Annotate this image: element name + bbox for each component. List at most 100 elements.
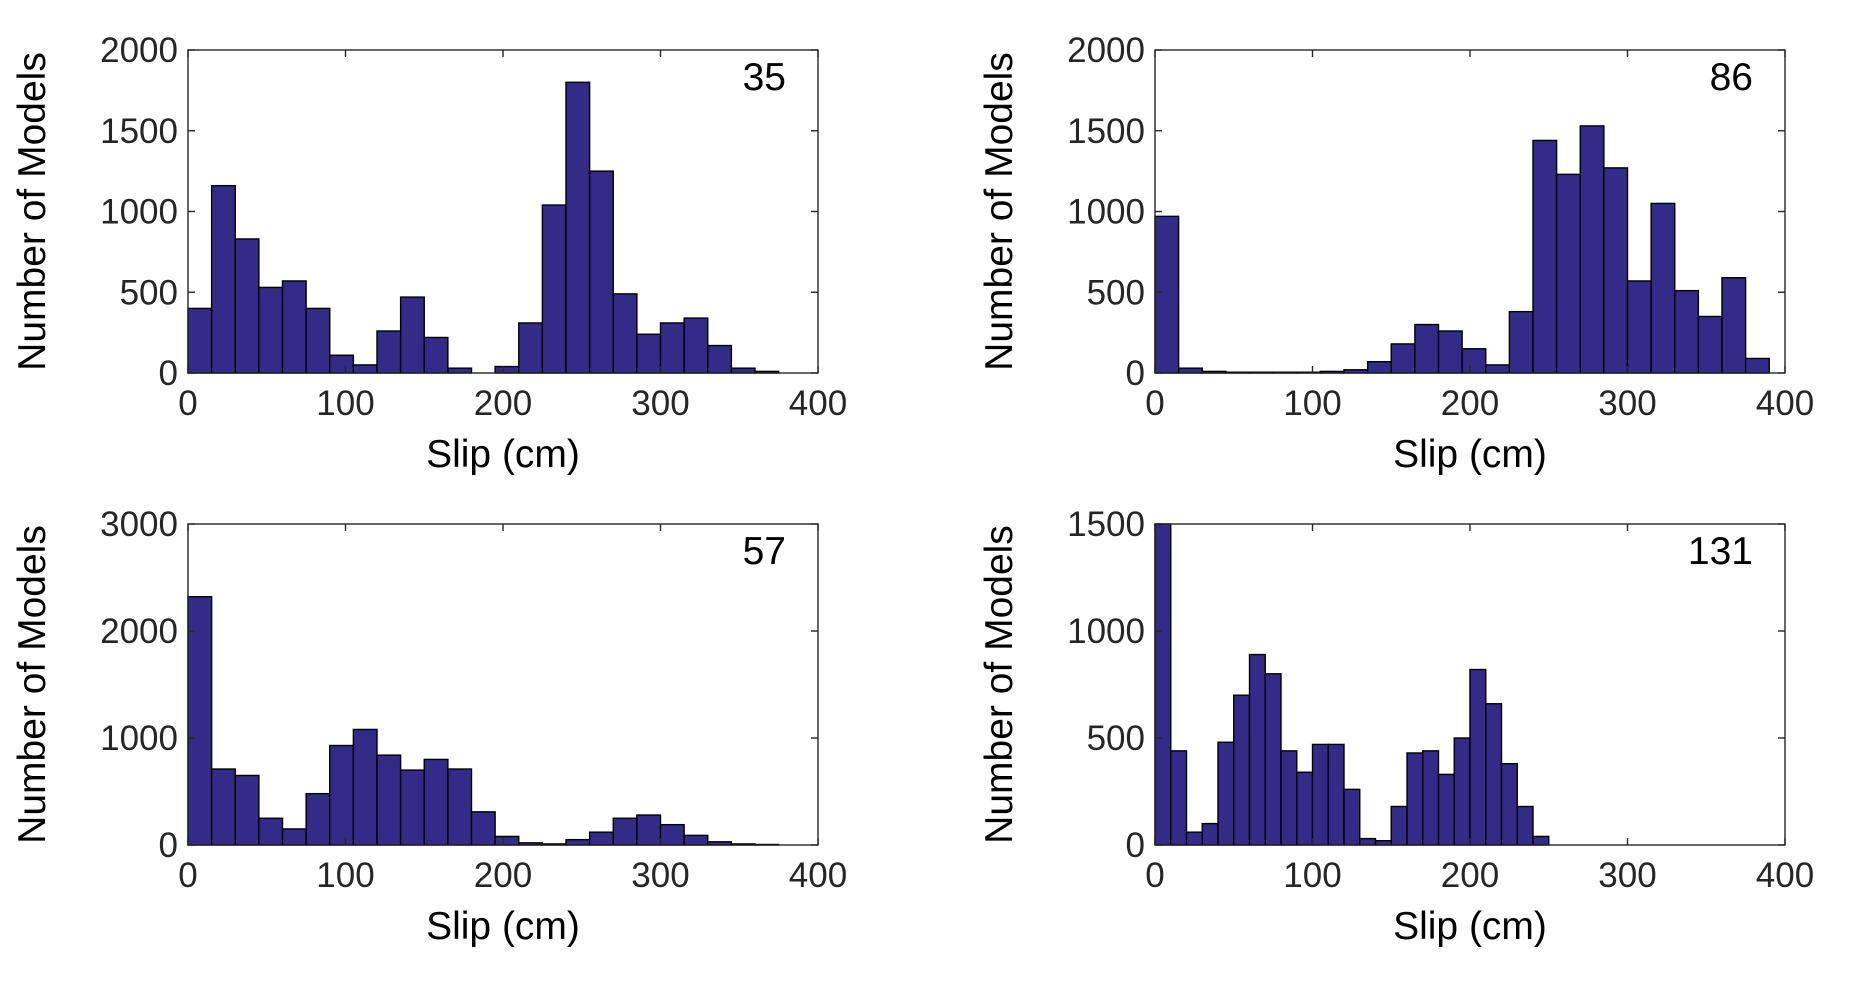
- histogram-bar: [1508, 310, 1534, 374]
- histogram-bar: [376, 330, 402, 374]
- histogram-bar: [1555, 173, 1581, 374]
- x-axis-label: Slip (cm): [1393, 905, 1547, 948]
- histogram-bar: [1516, 805, 1534, 846]
- histogram-bar: [1485, 703, 1503, 846]
- histogram-bar: [1154, 523, 1172, 846]
- histogram-bar: [447, 768, 473, 846]
- y-axis-label: Number of Models: [11, 525, 54, 844]
- histogram-bar: [352, 364, 378, 374]
- y-tick-label: 1500: [1067, 505, 1145, 544]
- y-tick-label: 1000: [100, 719, 178, 758]
- histogram-bar: [1390, 343, 1416, 374]
- histogram-panel-2: 0 100 200 300 400 0 500 1000 1500 2000 Slip (cm) Nu…: [978, 31, 1814, 476]
- x-tick-label: 100: [1283, 384, 1341, 423]
- histogram-bar: [1650, 202, 1676, 374]
- histogram-bar: [1422, 750, 1440, 846]
- y-tick-label: 0: [1126, 354, 1145, 393]
- histogram-bar: [1233, 694, 1251, 846]
- histogram-bar: [612, 817, 638, 846]
- histogram-bar: [187, 307, 213, 374]
- histogram-bar: [1500, 762, 1518, 846]
- histogram-bar: [1359, 837, 1377, 846]
- y-tick-label: 1000: [1067, 193, 1145, 232]
- histogram-bar: [1485, 364, 1511, 374]
- x-tick-label: 0: [178, 856, 197, 895]
- histogram-bar: [1579, 125, 1605, 374]
- histogram-bar: [1532, 139, 1558, 374]
- y-tick-label: 1000: [100, 193, 178, 232]
- x-tick-label: 300: [1598, 384, 1656, 423]
- histogram-bar: [187, 596, 213, 846]
- histogram-bar: [423, 758, 449, 846]
- histogram-bar: [399, 769, 425, 846]
- y-tick-label: 0: [159, 826, 178, 865]
- histogram-bar: [1327, 743, 1345, 846]
- histogram-bar: [1217, 741, 1235, 846]
- histogram-bar: [494, 835, 520, 846]
- histogram-bar: [258, 817, 284, 846]
- histogram-bar: [1366, 360, 1392, 374]
- histogram-bar: [1603, 167, 1629, 374]
- histogram-bar: [1185, 831, 1203, 846]
- histogram-bar: [494, 365, 520, 374]
- y-tick-label: 1500: [100, 112, 178, 151]
- x-tick-label: 200: [1441, 384, 1499, 423]
- y-tick-label: 2000: [1067, 31, 1145, 70]
- histogram-bar: [1437, 773, 1455, 846]
- histogram-bar: [1697, 315, 1723, 374]
- y-tick-label: 3000: [100, 505, 178, 544]
- histogram-bar: [1311, 743, 1329, 846]
- x-tick-label: 0: [178, 384, 197, 423]
- y-axis-label: Number of Models: [978, 52, 1021, 371]
- histogram-bar: [1437, 330, 1463, 374]
- x-tick-label: 400: [1756, 384, 1814, 423]
- histogram-bar: [210, 184, 236, 374]
- x-tick-label: 400: [789, 856, 847, 895]
- histogram-bar: [210, 768, 236, 846]
- histogram-bar: [1721, 277, 1747, 374]
- histogram-bar: [1154, 215, 1180, 374]
- x-tick-label: 400: [1756, 856, 1814, 895]
- panel-annotation: 57: [743, 530, 786, 573]
- y-tick-label: 500: [1087, 719, 1145, 758]
- histogram-bar: [659, 823, 685, 846]
- histogram-bar: [281, 828, 307, 846]
- bars: [1154, 523, 1550, 846]
- x-tick-label: 300: [631, 856, 689, 895]
- histogram-bar: [258, 286, 284, 374]
- histogram-bar: [636, 333, 662, 374]
- histogram-bar: [1626, 280, 1652, 374]
- y-tick-label: 0: [159, 354, 178, 393]
- histogram-bar: [541, 204, 567, 374]
- histogram-bar: [1461, 348, 1487, 374]
- histogram-bar: [329, 744, 355, 846]
- histogram-panel-3: 0 100 200 300 400 0 1000 2000 3000 Slip (cm) Numbe…: [11, 505, 847, 948]
- histogram-bar: [1264, 673, 1282, 846]
- x-tick-label: 300: [1598, 856, 1656, 895]
- panel-annotation: 131: [1688, 530, 1753, 573]
- histogram-bar: [1170, 750, 1188, 846]
- y-axis-label: Number of Models: [11, 52, 54, 371]
- histogram-bar: [1296, 771, 1314, 846]
- x-tick-label: 100: [316, 856, 374, 895]
- histogram-bar: [234, 774, 260, 846]
- histogram-bar: [305, 307, 331, 374]
- histogram-bar: [1343, 788, 1361, 846]
- histogram-bar: [1469, 668, 1487, 846]
- x-axis-label: Slip (cm): [1393, 433, 1547, 476]
- y-tick-label: 500: [120, 273, 178, 312]
- y-tick-label: 1000: [1067, 612, 1145, 651]
- histogram-bar: [352, 728, 378, 846]
- histogram-bar: [1674, 289, 1700, 374]
- histogram-bar: [329, 354, 355, 374]
- histogram-bar: [1248, 653, 1266, 846]
- x-tick-label: 0: [1145, 856, 1164, 895]
- histogram-bar: [1744, 357, 1770, 374]
- x-tick-label: 200: [474, 384, 532, 423]
- histogram-bar: [423, 336, 449, 374]
- histogram-bar: [659, 322, 685, 374]
- histogram-bar: [281, 280, 307, 374]
- histogram-bar: [376, 754, 402, 846]
- histogram-bar: [305, 792, 331, 846]
